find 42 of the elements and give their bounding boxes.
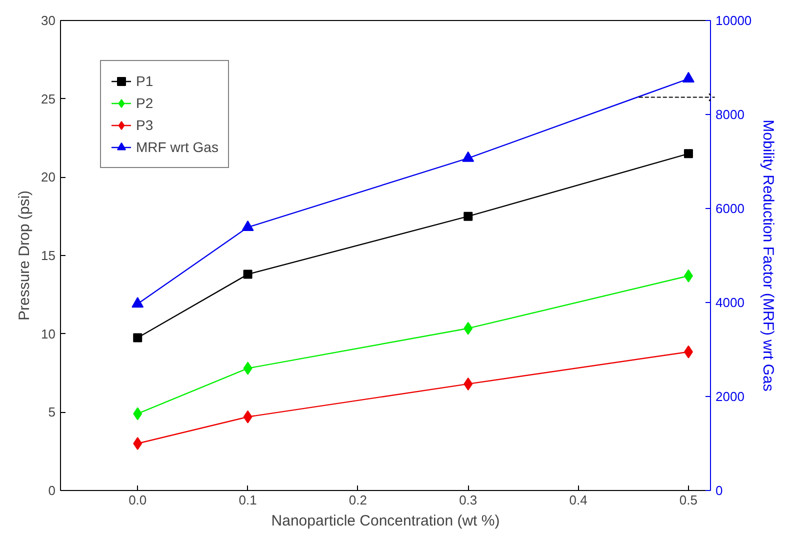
y-tick-label: 25 — [41, 91, 56, 106]
y-tick-label: 10 — [41, 326, 56, 342]
x-tick-label: 0.2 — [348, 492, 367, 508]
y2-axis-title: Mobility Reduction Factor (MRF) wrt Gas — [760, 120, 777, 392]
legend-label: MRF wrt Gas — [136, 139, 218, 155]
y-axis-title: Pressure Drop (psi) — [16, 190, 34, 321]
point — [243, 410, 252, 424]
y2-tick-label: 8000 — [716, 107, 744, 122]
point — [132, 297, 144, 308]
point — [684, 149, 693, 158]
x-tick-label: 0.1 — [238, 492, 257, 508]
point — [133, 407, 142, 420]
y2-tick-label: 4000 — [716, 295, 744, 310]
point — [464, 322, 473, 335]
y2-tick-label: 0 — [716, 483, 723, 498]
y2-tick-label: 6000 — [716, 201, 744, 216]
y-tick-label: 20 — [41, 170, 56, 185]
legend-label: P1 — [136, 73, 154, 89]
x-axis-title: Nanoparticle Concentration (wt %) — [271, 512, 500, 530]
point — [243, 362, 252, 375]
point — [464, 377, 473, 390]
y-tick-label: 0 — [48, 483, 56, 498]
point — [133, 333, 142, 342]
point — [682, 72, 694, 82]
point — [462, 151, 474, 162]
point — [242, 220, 254, 231]
x-tick-label: 0.4 — [569, 492, 588, 508]
y-tick-label: 15 — [41, 248, 56, 263]
legend-label: P2 — [136, 95, 154, 111]
point — [243, 270, 252, 279]
point — [684, 345, 693, 358]
x-tick-label: 0.3 — [459, 492, 478, 508]
point — [133, 437, 142, 450]
point — [464, 212, 473, 221]
x-tick-label: 0.0 — [128, 492, 147, 508]
point — [684, 269, 693, 282]
y2-tick-label: 2000 — [716, 389, 744, 404]
x-tick-label: 0.5 — [679, 492, 698, 508]
y-tick-label: 5 — [48, 404, 56, 420]
y2-tick-label: 10000 — [716, 13, 752, 28]
y-tick-label: 30 — [41, 13, 56, 28]
legend-label: P3 — [136, 117, 154, 133]
